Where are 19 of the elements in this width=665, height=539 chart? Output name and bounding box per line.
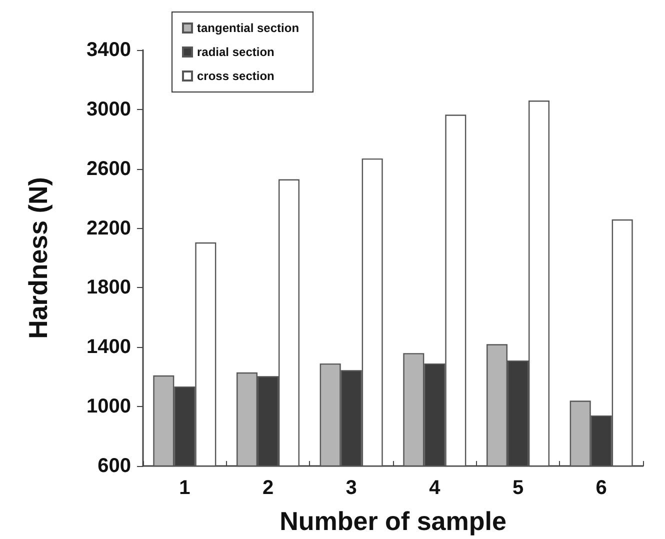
y-tick-label: 1400: [86, 336, 131, 358]
x-tick-label: 2: [262, 477, 274, 499]
x-tick-label: 6: [596, 477, 607, 499]
x-tick-label: 1: [179, 477, 190, 499]
y-tick-label: 1800: [86, 276, 131, 299]
y-tick-label: 3000: [86, 98, 131, 120]
y-tick-label: 1000: [86, 396, 131, 418]
y-tick-label: 2200: [86, 217, 131, 240]
x-tick-label: 5: [512, 477, 524, 499]
y-tick-label: 2600: [86, 158, 131, 180]
legend-label: tangential section: [197, 21, 300, 35]
x-tick-label: 3: [346, 477, 357, 499]
x-tick-label: 4: [429, 477, 442, 499]
legend-label: cross section: [197, 69, 274, 83]
legend-label: radial section: [197, 45, 274, 59]
y-axis-title: Hardness (N): [23, 177, 53, 339]
y-tick-label: 3400: [86, 39, 131, 61]
x-axis-title: Number of sample: [280, 506, 506, 536]
y-tick-label: 600: [98, 455, 131, 477]
